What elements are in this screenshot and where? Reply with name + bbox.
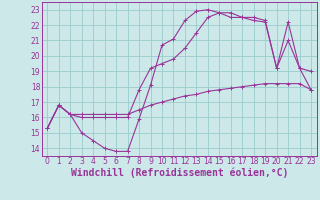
X-axis label: Windchill (Refroidissement éolien,°C): Windchill (Refroidissement éolien,°C): [70, 168, 288, 178]
